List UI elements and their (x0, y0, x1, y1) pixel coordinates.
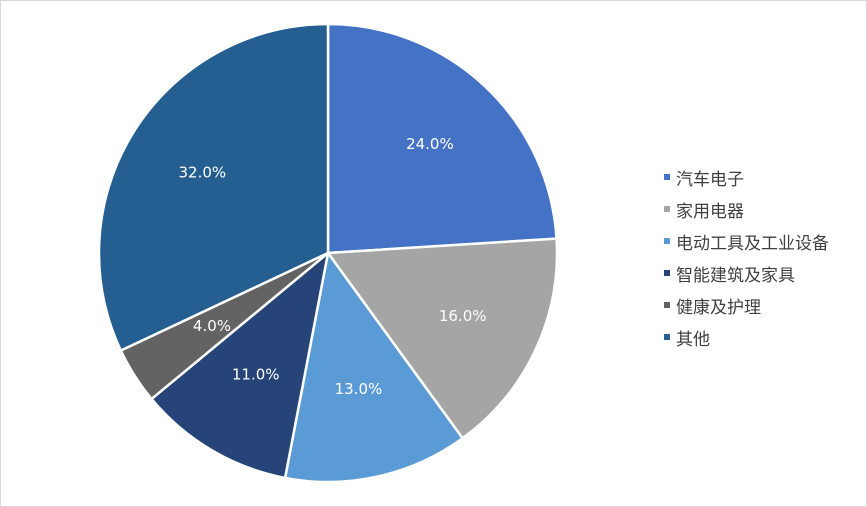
legend-swatch (664, 206, 670, 212)
legend-swatch (664, 270, 670, 276)
data-label-4: 11.0% (232, 366, 280, 384)
legend-swatch (664, 238, 670, 244)
legend-swatch (664, 174, 670, 180)
data-label-3: 13.0% (335, 380, 383, 398)
legend-item: 汽车电子 (664, 161, 864, 193)
legend-swatch (664, 334, 670, 340)
data-label-5: 4.0% (193, 317, 231, 335)
legend-label: 健康及护理 (676, 297, 761, 318)
legend-item: 智能建筑及家具 (664, 257, 864, 289)
legend-swatch (664, 302, 670, 308)
legend-label: 汽车电子 (676, 169, 744, 190)
legend-label: 其他 (676, 329, 710, 350)
pie-slice-3 (283, 251, 464, 484)
legend-item: 健康及护理 (664, 289, 864, 321)
legend-label: 智能建筑及家具 (676, 265, 795, 286)
pie-slice-1 (326, 22, 558, 255)
data-label-1: 24.0% (406, 135, 454, 153)
legend-label: 家用电器 (676, 201, 744, 222)
legend-item: 其他 (664, 321, 864, 353)
data-label-2: 16.0% (439, 307, 487, 325)
pie-slice-2 (326, 237, 559, 440)
legend-item: 家用电器 (664, 193, 864, 225)
legend: 汽车电子家用电器电动工具及工业设备 智能建筑及家具 健康及护理其他 (664, 161, 864, 353)
pie-slice-6 (97, 22, 330, 352)
legend-item: 电动工具及工业设备 (664, 225, 864, 257)
data-label-6: 32.0% (178, 164, 226, 182)
legend-label: 电动工具及工业设备 (676, 233, 829, 254)
pie-slice-4 (150, 251, 330, 480)
